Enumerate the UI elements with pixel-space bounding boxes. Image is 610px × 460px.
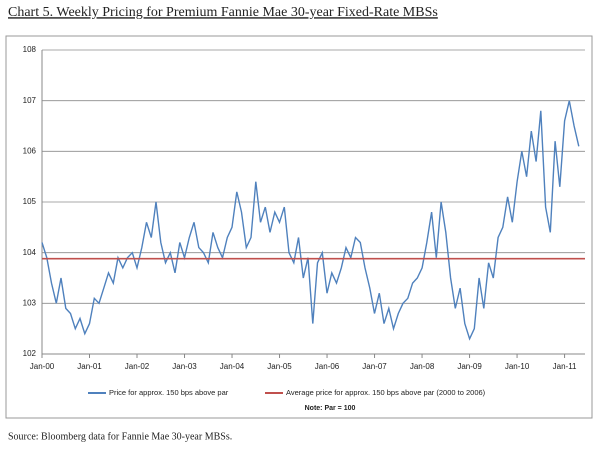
- y-tick-label: 107: [23, 96, 37, 105]
- note: Note: Par = 100: [305, 405, 356, 412]
- chart-title: Chart 5. Weekly Pricing for Premium Fann…: [8, 5, 438, 20]
- x-tick-label: Jan-02: [125, 362, 150, 371]
- legend-label: Price for approx. 150 bps above par: [109, 388, 229, 397]
- x-tick-label: Jan-07: [362, 362, 387, 371]
- x-tick-label: Jan-04: [220, 362, 245, 371]
- x-tick-label: Jan-06: [315, 362, 340, 371]
- series-line: [41, 100, 580, 341]
- x-tick-label: Jan-00: [30, 362, 55, 371]
- chart-frame: [5, 35, 593, 419]
- y-tick-label: 106: [23, 146, 37, 155]
- x-tick-label: Jan-08: [410, 362, 435, 371]
- y-tick-label: 105: [23, 197, 37, 206]
- y-tick-label: 102: [23, 349, 37, 358]
- x-tick-label: Jan-09: [457, 362, 482, 371]
- source: Source: Bloomberg data for Fannie Mae 30…: [8, 431, 232, 442]
- x-tick-label: Jan-01: [77, 362, 102, 371]
- legend-label: Average price for approx. 150 bps above …: [286, 388, 486, 397]
- y-tick-label: 104: [23, 248, 37, 257]
- x-tick-label: Jan-10: [505, 362, 530, 371]
- y-tick-label: 103: [23, 298, 37, 307]
- x-tick-label: Jan-03: [172, 362, 197, 371]
- x-tick-label: Jan-05: [267, 362, 292, 371]
- y-tick-label: 108: [23, 45, 37, 54]
- x-tick-label: Jan-11: [553, 362, 577, 371]
